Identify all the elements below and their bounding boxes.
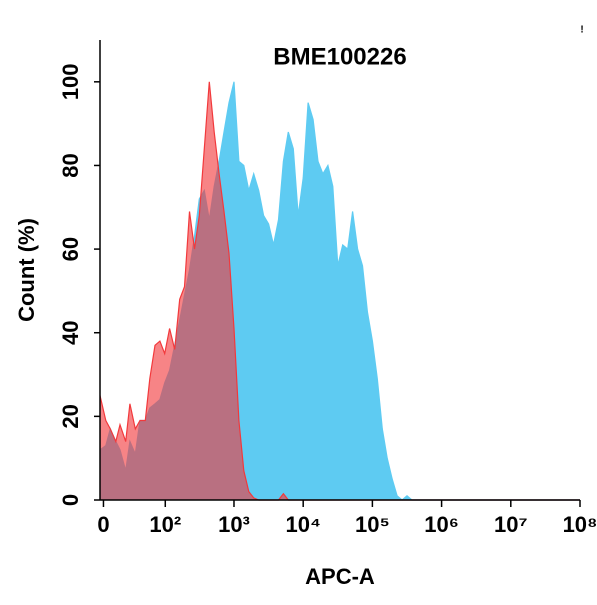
x-axis-label: APC-A [305, 564, 375, 589]
annotation: ! [580, 25, 583, 36]
x-tick-label: 10⁷ [494, 512, 528, 537]
x-tick-label: 10⁴ [286, 512, 321, 537]
y-tick-label: 40 [58, 320, 83, 344]
area-fill [100, 81, 580, 501]
x-tick-label: 10⁵ [355, 512, 390, 537]
x-tick-label: 10⁶ [424, 512, 459, 537]
y-tick-label: 80 [58, 153, 83, 177]
x-tick-label: 0 [97, 512, 109, 537]
y-tick-label: 0 [58, 494, 83, 506]
y-axis-label: Count (%) [14, 218, 39, 322]
y-tick-label: 100 [58, 63, 83, 100]
x-tick-label: 10³ [218, 512, 250, 537]
x-tick-label: 10⁸ [563, 512, 597, 537]
chart-title: BME100226 [273, 43, 406, 70]
y-tick-label: 60 [58, 237, 83, 261]
x-tick-label: 10² [149, 512, 181, 537]
y-tick-label: 20 [58, 404, 83, 428]
